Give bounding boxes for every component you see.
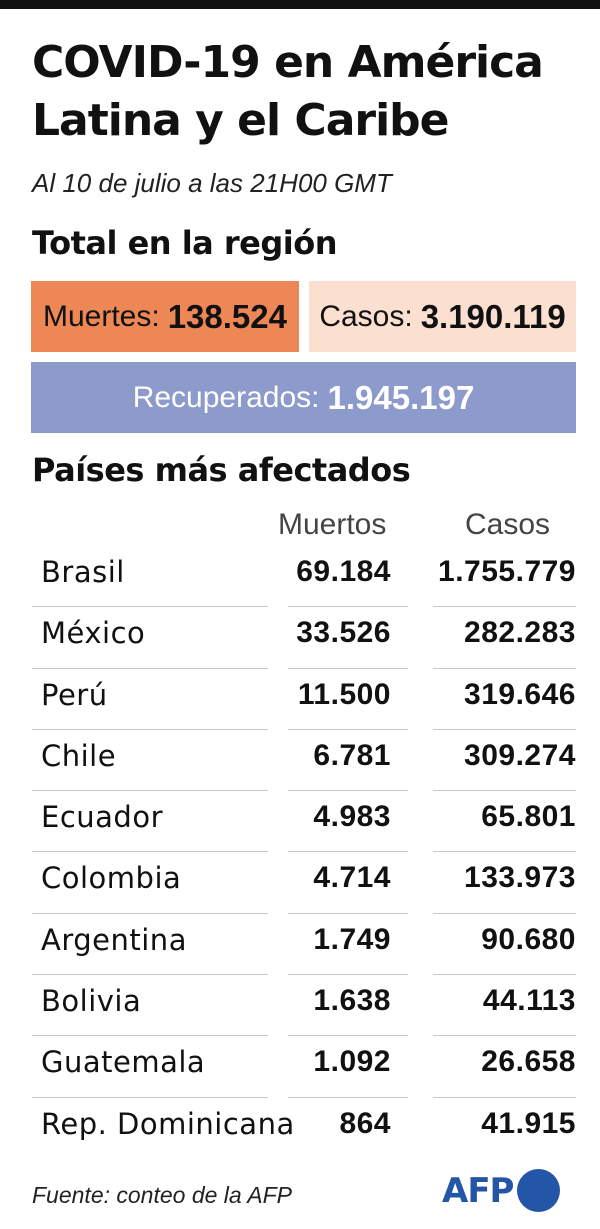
- country-name: Chile: [41, 738, 117, 773]
- row-divider: [32, 974, 268, 976]
- country-deaths: 6.781: [313, 738, 391, 772]
- country-name: México: [41, 616, 146, 651]
- title-line-2: Latina y el Caribe: [32, 95, 450, 146]
- country-cases: 44.113: [482, 984, 576, 1018]
- title-line-1: COVID-19 en América: [32, 37, 544, 88]
- country-deaths: 4.983: [313, 800, 391, 834]
- region-heading: Total en la región: [32, 224, 338, 262]
- country-name: Bolivia: [41, 984, 142, 1019]
- country-deaths: 11.500: [297, 677, 391, 711]
- country-cases: 133.973: [464, 861, 576, 895]
- row-divider: [288, 1035, 408, 1037]
- country-cases: 41.915: [481, 1106, 576, 1140]
- countries-table: Brasil 69.184 1.755.779 México 33.526 28…: [0, 546, 600, 1159]
- country-cases: 309.274: [464, 738, 576, 772]
- row-divider: [433, 728, 576, 730]
- row-divider: [32, 1035, 268, 1037]
- country-deaths: 864: [339, 1106, 391, 1140]
- country-name: Rep. Dominicana: [41, 1106, 295, 1141]
- table-row: Colombia 4.714 133.973: [0, 852, 600, 914]
- total-deaths-label: Muertes:: [42, 299, 160, 333]
- column-header-cases: Casos: [465, 508, 551, 541]
- country-cases: 90.680: [481, 922, 576, 956]
- row-divider: [32, 912, 268, 914]
- row-divider: [433, 1096, 576, 1098]
- countries-heading: Países más afectados: [32, 451, 411, 489]
- top-rule: [0, 0, 600, 9]
- row-divider: [288, 974, 408, 976]
- row-divider: [288, 728, 408, 730]
- row-divider: [32, 790, 268, 792]
- country-name: Guatemala: [41, 1045, 206, 1080]
- row-divider: [288, 667, 408, 669]
- table-row: Perú 11.500 319.646: [0, 669, 600, 730]
- country-name: Brasil: [41, 555, 125, 589]
- country-name: Perú: [41, 677, 108, 712]
- row-divider: [288, 912, 408, 914]
- row-divider: [32, 1096, 268, 1098]
- page-title: COVID-19 en América Latina y el Caribe: [32, 34, 592, 150]
- row-divider: [433, 974, 576, 976]
- table-row: Argentina 1.749 90.680: [0, 914, 600, 976]
- row-divider: [32, 667, 268, 669]
- row-divider: [288, 851, 408, 853]
- row-divider: [433, 606, 576, 608]
- country-name: Ecuador: [41, 800, 163, 835]
- row-divider: [433, 790, 576, 792]
- row-divider: [433, 851, 576, 853]
- row-divider: [32, 851, 268, 853]
- row-divider: [32, 728, 268, 730]
- country-name: Colombia: [41, 861, 182, 896]
- total-deaths-box: Muertes: 138.524: [31, 281, 299, 352]
- country-deaths: 33.526: [296, 616, 391, 650]
- country-cases: 319.646: [464, 677, 576, 711]
- table-row: Chile 6.781 309.274: [0, 730, 600, 792]
- date-subtitle: Al 10 de julio a las 21H00 GMT: [32, 168, 392, 198]
- table-row: Bolivia 1.638 44.113: [0, 975, 600, 1037]
- table-row: Rep. Dominicana 864 41.915: [0, 1098, 600, 1159]
- afp-logo: AFP: [442, 1169, 561, 1212]
- total-recovered-label: Recuperados:: [132, 380, 320, 414]
- row-divider: [288, 790, 408, 792]
- country-name: Argentina: [41, 922, 187, 957]
- total-cases-box: Casos: 3.190.119: [309, 281, 576, 352]
- table-row: Brasil 69.184 1.755.779: [0, 546, 600, 608]
- country-cases: 1.755.779: [438, 555, 576, 588]
- country-deaths: 1.749: [313, 922, 391, 956]
- row-divider: [288, 1096, 408, 1098]
- table-row: México 33.526 282.283: [0, 607, 600, 669]
- country-deaths: 1.092: [313, 1045, 391, 1079]
- source-note: Fuente: conteo de la AFP: [32, 1182, 292, 1208]
- row-divider: [433, 667, 576, 669]
- table-row: Guatemala 1.092 26.658: [0, 1036, 600, 1098]
- row-divider: [433, 1035, 576, 1037]
- afp-logo-text: AFP: [442, 1170, 514, 1211]
- country-deaths: 1.638: [313, 984, 391, 1018]
- total-recovered-box: Recuperados: 1.945.197: [31, 362, 576, 433]
- afp-logo-dot-icon: [517, 1169, 561, 1212]
- total-cases-value: 3.190.119: [420, 297, 566, 335]
- total-deaths-value: 138.524: [167, 297, 287, 335]
- column-header-deaths: Muertos: [278, 508, 387, 541]
- country-deaths: 69.184: [296, 555, 391, 588]
- table-row: Ecuador 4.983 65.801: [0, 791, 600, 853]
- country-cases: 282.283: [464, 616, 576, 650]
- country-cases: 65.801: [481, 800, 576, 834]
- row-divider: [288, 606, 408, 608]
- country-cases: 26.658: [481, 1045, 576, 1079]
- total-recovered-value: 1.945.197: [327, 378, 475, 416]
- row-divider: [32, 606, 268, 608]
- total-cases-label: Casos:: [319, 299, 413, 333]
- country-deaths: 4.714: [313, 861, 391, 895]
- row-divider: [433, 912, 576, 914]
